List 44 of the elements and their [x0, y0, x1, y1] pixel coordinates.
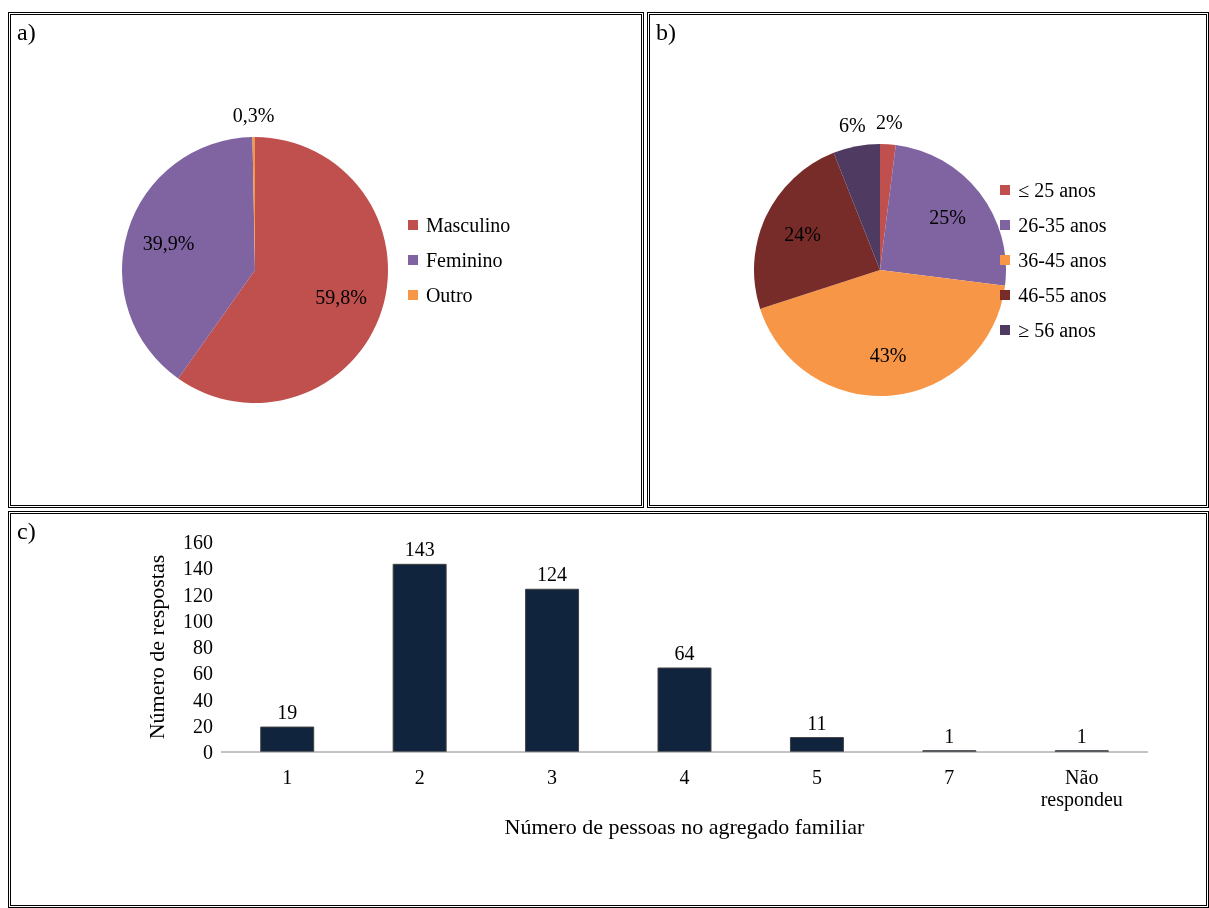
data-label: 1: [1076, 724, 1087, 747]
data-label: 143: [404, 538, 435, 561]
x-tick-label: 3: [547, 766, 558, 788]
data-label: 25%: [929, 206, 967, 229]
x-tick-label: 5: [811, 766, 822, 788]
x-axis-title: Número de pessoas no agregado familiar: [504, 814, 866, 839]
x-tick-label: Não respondeu: [1040, 766, 1123, 811]
text: c): [17, 518, 36, 545]
legend-label: ≤ 25 anos: [1018, 178, 1096, 202]
data-label: 39,9%: [142, 232, 195, 255]
x-tick-label: 7: [944, 766, 955, 788]
data-label: 11: [807, 711, 827, 734]
legend-label: Feminino: [425, 248, 503, 272]
data-label: 43%: [869, 344, 907, 367]
legend-label: 36-45 anos: [1018, 248, 1107, 272]
y-tick-label: 120: [183, 583, 213, 606]
data-label: 124: [537, 563, 568, 586]
y-tick-label: 80: [193, 636, 213, 659]
y-tick-label: 60: [193, 662, 213, 685]
y-tick-label: 160: [183, 531, 213, 554]
data-label: 1: [944, 724, 955, 747]
y-tick-label: 40: [193, 688, 213, 711]
x-tick-label: 4: [679, 766, 690, 788]
legend-label: ≥ 56 anos: [1018, 318, 1096, 342]
y-tick-label: 20: [193, 714, 213, 737]
y-axis-title: Número de respostas: [143, 554, 169, 740]
data-label: 6%: [838, 113, 866, 136]
data-label: 19: [277, 701, 298, 724]
legend-label: 26-35 anos: [1018, 213, 1107, 237]
x-tick-label: 2: [414, 766, 425, 788]
text: b): [656, 19, 676, 46]
data-label: 64: [674, 642, 695, 664]
data-label: 24%: [784, 222, 821, 245]
data-label: 59,8%: [315, 286, 368, 309]
y-tick-label: 140: [183, 557, 213, 580]
x-tick-label: 1: [282, 766, 293, 788]
legend-label: Masculino: [425, 213, 511, 237]
legend-label: Outro: [425, 283, 473, 307]
y-tick-label: 100: [183, 609, 213, 632]
legend-label: 46-55 anos: [1018, 283, 1107, 307]
data-label: 2%: [875, 111, 903, 134]
text: a): [17, 19, 36, 46]
data-label: 0,3%: [232, 104, 275, 127]
y-tick-label: 0: [203, 741, 213, 764]
